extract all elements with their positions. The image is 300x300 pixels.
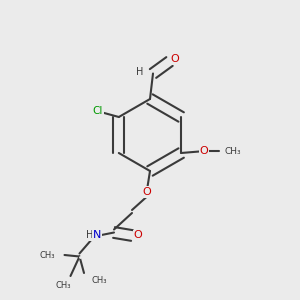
Text: O: O	[134, 230, 142, 241]
Text: CH₃: CH₃	[55, 280, 71, 290]
Text: O: O	[199, 146, 208, 156]
Text: CH₃: CH₃	[39, 250, 55, 260]
Text: CH₃: CH₃	[92, 276, 107, 285]
Text: Cl: Cl	[93, 106, 103, 116]
Text: H: H	[136, 67, 143, 77]
Text: O: O	[170, 54, 179, 64]
Text: N: N	[93, 230, 101, 240]
Text: O: O	[142, 187, 152, 197]
Text: CH₃: CH₃	[224, 147, 241, 156]
Text: H: H	[85, 230, 93, 241]
